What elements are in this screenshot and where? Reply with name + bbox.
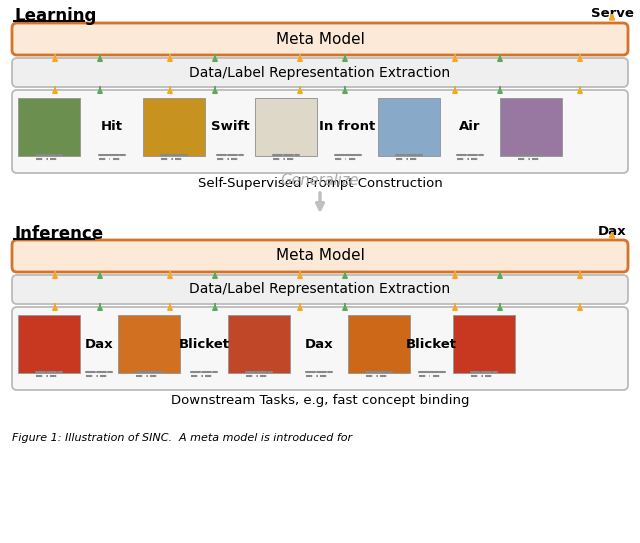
Bar (255, 98, 317, 156)
Text: Blicket: Blicket (406, 338, 457, 350)
Text: Figure 1: Illustration of SINC.  A meta model is introduced for: Figure 1: Illustration of SINC. A meta m… (12, 433, 352, 443)
Text: Air: Air (460, 121, 481, 134)
Bar (348, 315, 410, 373)
Bar (378, 98, 440, 156)
Text: Dax: Dax (598, 225, 627, 238)
Text: Generalize: Generalize (281, 173, 359, 188)
Bar (500, 98, 562, 156)
Bar (228, 315, 290, 373)
FancyBboxPatch shape (12, 58, 628, 87)
FancyBboxPatch shape (12, 275, 628, 304)
Text: Hit: Hit (100, 121, 122, 134)
Text: Self-Supervised Prompt Construction: Self-Supervised Prompt Construction (198, 177, 442, 190)
Bar (118, 315, 180, 373)
Bar (143, 98, 205, 156)
Text: Data/Label Representation Extraction: Data/Label Representation Extraction (189, 282, 451, 296)
Text: Learning: Learning (14, 7, 97, 25)
FancyBboxPatch shape (12, 240, 628, 272)
Text: Meta Model: Meta Model (276, 249, 364, 263)
Bar (18, 315, 80, 373)
Text: Downstream Tasks, e.g, fast concept binding: Downstream Tasks, e.g, fast concept bind… (171, 394, 469, 407)
Text: Serve: Serve (591, 7, 634, 20)
Text: Blicket: Blicket (179, 338, 230, 350)
Bar (453, 315, 515, 373)
Text: Meta Model: Meta Model (276, 31, 364, 47)
Text: In front: In front (319, 121, 376, 134)
Text: Dax: Dax (84, 338, 113, 350)
FancyBboxPatch shape (12, 307, 628, 390)
FancyBboxPatch shape (12, 90, 628, 173)
Bar (18, 98, 80, 156)
Text: Swift: Swift (211, 121, 250, 134)
Text: Dax: Dax (305, 338, 333, 350)
Text: Inference: Inference (14, 225, 103, 243)
FancyBboxPatch shape (12, 23, 628, 55)
Text: Data/Label Representation Extraction: Data/Label Representation Extraction (189, 66, 451, 79)
